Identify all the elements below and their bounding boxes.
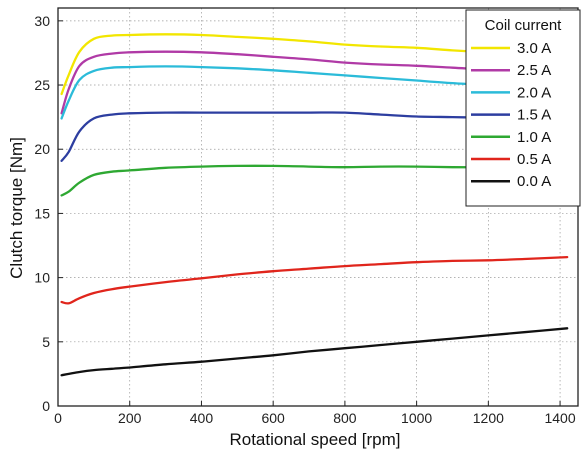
legend-box xyxy=(465,9,581,207)
series-line-0 xyxy=(60,33,569,96)
legend-title: Coil current xyxy=(485,17,563,34)
x-tick-label: 1200 xyxy=(473,410,504,426)
x-tick-label: 1400 xyxy=(544,410,575,426)
series-line-2 xyxy=(60,65,569,120)
x-tick-label: 1000 xyxy=(401,410,432,426)
axis-ticks: 0 200 400 600 800 1000 1200 1400 0 5 10 15 20 25 30 xyxy=(34,13,575,426)
series-line-1 xyxy=(60,50,569,115)
legend-label: 1.5 A xyxy=(517,107,551,124)
legend-label: 0.0 A xyxy=(517,173,551,190)
y-tick-label: 0 xyxy=(42,398,50,414)
legend-label: 3.0 A xyxy=(517,40,551,57)
series-line-6 xyxy=(60,327,569,377)
x-tick-label: 800 xyxy=(333,410,357,426)
plot-area-frame xyxy=(57,7,579,407)
y-tick-label: 5 xyxy=(42,334,50,350)
legend-label: 0.5 A xyxy=(517,151,551,168)
y-tick-label: 30 xyxy=(34,13,50,29)
x-tick-label: 400 xyxy=(190,410,214,426)
y-tick-label: 25 xyxy=(34,77,50,93)
y-tick-label: 20 xyxy=(34,141,50,157)
x-tick-label: 600 xyxy=(261,410,285,426)
series-line-3 xyxy=(60,111,569,162)
x-tick-label: 200 xyxy=(118,410,142,426)
y-axis-title: Clutch torque [Nm] xyxy=(7,137,26,279)
x-axis-title: Rotational speed [rpm] xyxy=(229,430,400,449)
legend-label: 2.5 A xyxy=(517,62,551,79)
series-line-4 xyxy=(60,164,569,197)
y-tick-label: 15 xyxy=(34,205,50,221)
legend: Coil current 3.0 A 2.5 A 2.0 A 1.5 A 1.0 A 0.… xyxy=(465,9,581,207)
legend-label: 2.0 A xyxy=(517,84,551,101)
x-tick-label: 0 xyxy=(54,410,62,426)
legend-label: 1.0 A xyxy=(517,129,551,146)
series-line-5 xyxy=(60,255,569,305)
y-tick-label: 10 xyxy=(34,270,50,286)
legend-items: 3.0 A 2.5 A 2.0 A 1.5 A 1.0 A 0.5 A 0.0 A xyxy=(471,40,551,190)
series-lines xyxy=(60,33,569,377)
